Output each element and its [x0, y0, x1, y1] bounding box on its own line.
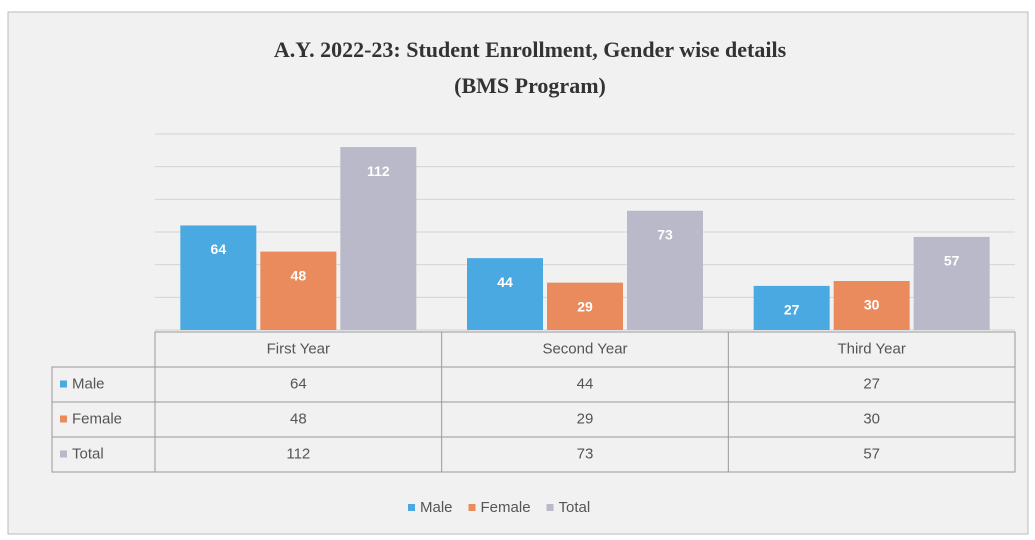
table-row-label: Male	[72, 375, 105, 392]
legend-swatch	[60, 380, 67, 388]
bar	[913, 236, 990, 330]
data-label: 29	[577, 298, 593, 314]
data-label: 112	[367, 163, 390, 179]
data-label: 48	[291, 267, 307, 283]
legend-swatch	[408, 504, 415, 511]
bar	[180, 225, 257, 330]
legend-label: Female	[481, 499, 531, 516]
table-cell: 112	[286, 445, 310, 462]
x-tick-label: Second Year	[542, 340, 627, 357]
bar	[833, 281, 910, 330]
data-label: 27	[784, 302, 800, 318]
table-row-label: Female	[72, 410, 122, 427]
table-row-label: Total	[72, 445, 104, 462]
bar	[467, 258, 543, 330]
data-label: 30	[864, 297, 880, 313]
table-cell: 64	[290, 375, 307, 392]
table-cell: 73	[577, 445, 594, 462]
legend-swatch	[546, 504, 554, 511]
table-cell: 48	[290, 410, 307, 427]
table-cell: 30	[863, 410, 880, 427]
legend-swatch	[468, 504, 476, 511]
table-cell: 29	[577, 410, 594, 427]
data-label: 44	[497, 274, 513, 290]
bar	[547, 282, 623, 330]
x-tick-label: First Year	[267, 340, 330, 357]
table-cell: 57	[863, 445, 880, 462]
legend-label: Total	[559, 499, 591, 516]
bar	[260, 251, 337, 330]
data-label: 64	[211, 241, 227, 257]
bar	[753, 285, 830, 330]
x-tick-label: Third Year	[837, 340, 905, 357]
table-cell: 27	[863, 375, 880, 392]
bar	[340, 147, 417, 330]
table-cell: 44	[577, 375, 594, 392]
bar	[627, 210, 703, 330]
legend-swatch	[60, 450, 67, 458]
legend-label: Male	[420, 499, 453, 516]
legend-swatch	[60, 415, 67, 423]
chart-subtitle: (BMS Program)	[454, 73, 606, 98]
data-label: 57	[944, 253, 960, 269]
chart-title: A.Y. 2022-23: Student Enrollment, Gender…	[274, 37, 787, 62]
data-label: 73	[657, 226, 673, 242]
